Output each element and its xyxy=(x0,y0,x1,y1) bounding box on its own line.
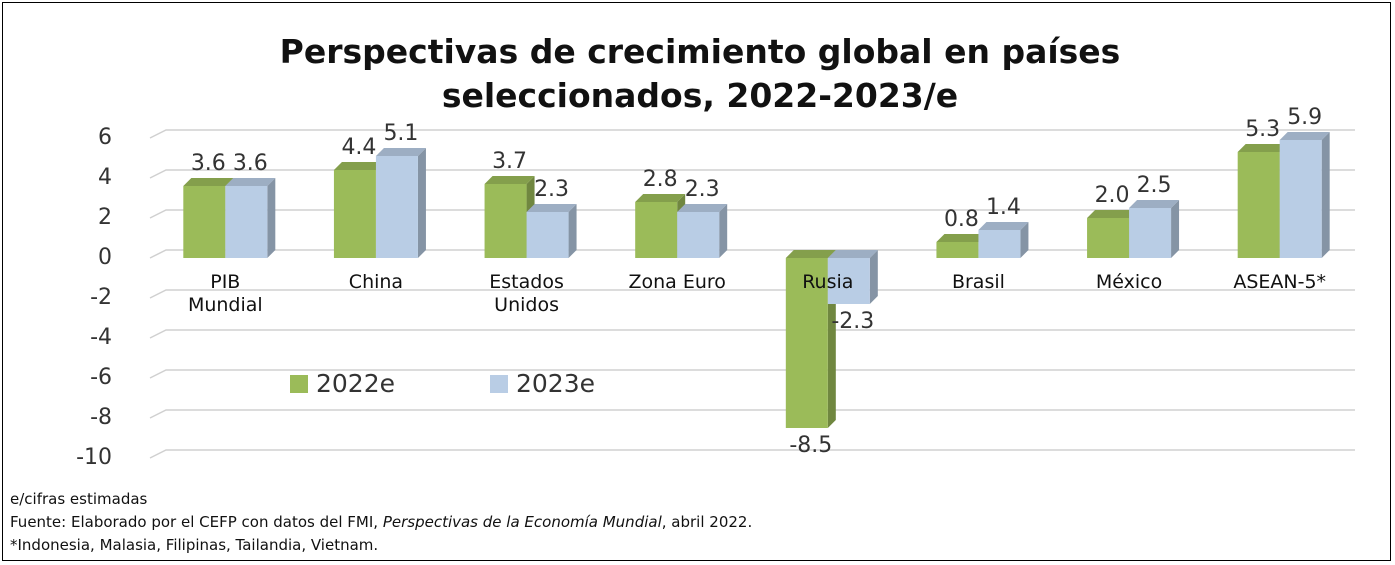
x-tick-label: México xyxy=(1095,271,1163,293)
x-tick-label: Estados Unidos xyxy=(489,271,564,316)
bar-top xyxy=(1237,144,1288,152)
bar-side xyxy=(1020,222,1029,258)
grid-line xyxy=(149,409,1355,419)
grid-line xyxy=(149,209,1355,219)
grid-line xyxy=(149,289,1355,299)
value-label: 3.7 xyxy=(492,149,527,174)
bar-side xyxy=(267,178,276,258)
y-tick-label: -8 xyxy=(90,405,112,430)
legend-swatch xyxy=(490,375,508,393)
bar xyxy=(484,184,527,258)
grid-line xyxy=(149,129,1355,139)
y-tick-label: 6 xyxy=(98,125,112,150)
y-tick-label: 0 xyxy=(98,245,112,270)
bar xyxy=(827,258,870,304)
bar-top xyxy=(484,176,535,184)
x-tick-label: Brasil xyxy=(951,271,1005,293)
grid-line xyxy=(149,369,1355,379)
bar-top xyxy=(936,234,987,242)
source-title: Perspectivas de la Economía Mundial xyxy=(382,513,662,531)
value-label: 0.8 xyxy=(944,207,979,232)
grid-line xyxy=(149,449,1355,459)
bar-top xyxy=(333,162,384,170)
note: e/cifras estimadas xyxy=(10,490,148,508)
bar-top xyxy=(677,204,728,212)
x-tick-label: Rusia xyxy=(802,271,854,293)
bar-side xyxy=(1321,132,1330,258)
bar-side xyxy=(568,204,577,258)
y-tick-label: 4 xyxy=(98,165,112,190)
bar xyxy=(635,202,678,258)
x-tick-label: ASEAN-5* xyxy=(1233,271,1327,293)
bar-side xyxy=(719,204,728,258)
bar xyxy=(785,258,828,428)
bar-top xyxy=(1279,132,1330,140)
value-label: -2.3 xyxy=(831,309,874,334)
bar-top xyxy=(1087,210,1138,218)
x-tick-label: China xyxy=(348,271,404,293)
bar-top xyxy=(978,222,1029,230)
bar-side xyxy=(1171,200,1180,258)
bar-side xyxy=(417,148,426,258)
bar-top xyxy=(1129,200,1180,208)
x-tick-label: Zona Euro xyxy=(628,271,726,293)
value-label: 1.4 xyxy=(986,195,1021,220)
value-label: -8.5 xyxy=(789,433,832,458)
value-label: 2.3 xyxy=(685,177,720,202)
value-label: 2.8 xyxy=(643,167,678,192)
source-text: , abril 2022. xyxy=(661,513,753,531)
bar xyxy=(1087,218,1130,258)
source: Fuente: Elaborado por el CEFP con datos … xyxy=(10,513,752,531)
value-label: 5.9 xyxy=(1287,105,1322,130)
value-label: 2.5 xyxy=(1137,173,1172,198)
bar xyxy=(333,170,376,258)
legend-label: 2023e xyxy=(516,369,595,398)
footnote: *Indonesia, Malasia, Filipinas, Tailandi… xyxy=(10,536,379,554)
bar xyxy=(183,186,226,258)
value-label: 5.1 xyxy=(383,121,418,146)
y-tick-label: -2 xyxy=(90,285,112,310)
value-label: 5.3 xyxy=(1245,117,1280,142)
bar xyxy=(526,212,569,258)
legend-label: 2022e xyxy=(316,369,395,398)
value-label: 3.6 xyxy=(191,151,226,176)
bar xyxy=(1129,208,1172,258)
bar xyxy=(1237,152,1280,258)
grid-line xyxy=(149,169,1355,179)
bar-side xyxy=(869,250,878,304)
y-tick-label: -10 xyxy=(76,445,112,470)
bar-top xyxy=(785,250,836,258)
y-tick-label: 2 xyxy=(98,205,112,230)
bar-top xyxy=(526,204,577,212)
bar-top xyxy=(375,148,426,156)
value-label: 2.0 xyxy=(1095,183,1130,208)
bar xyxy=(978,230,1021,258)
bar-top xyxy=(827,250,878,258)
bar-top xyxy=(225,178,276,186)
bar xyxy=(225,186,268,258)
bar-top xyxy=(635,194,686,202)
source-text: Fuente: Elaborado por el CEFP con datos … xyxy=(10,513,383,531)
bar xyxy=(1279,140,1322,258)
bar xyxy=(936,242,979,258)
y-tick-label: -6 xyxy=(90,365,112,390)
value-label: 3.6 xyxy=(233,151,268,176)
bar xyxy=(677,212,720,258)
chart-title: Perspectivas de crecimiento global en pa… xyxy=(279,32,1121,115)
value-label: 2.3 xyxy=(534,177,569,202)
value-label: 4.4 xyxy=(341,135,376,160)
legend-swatch xyxy=(290,375,308,393)
x-tick-label: PIB Mundial xyxy=(187,271,263,316)
bar xyxy=(375,156,418,258)
bar-top xyxy=(183,178,234,186)
y-tick-label: -4 xyxy=(90,325,112,350)
grid-line xyxy=(149,329,1355,339)
